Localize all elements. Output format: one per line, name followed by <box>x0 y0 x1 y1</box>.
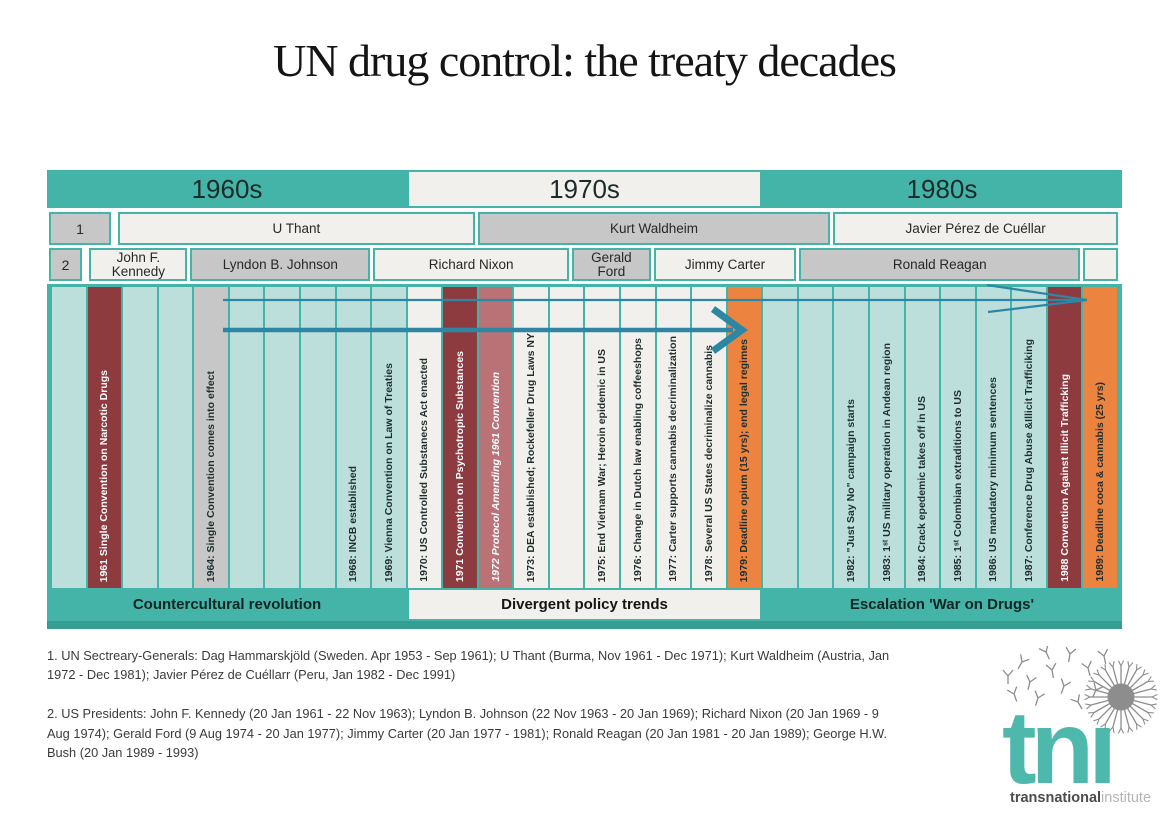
year-event-label: 1970: US Controlled Substanecs Act enact… <box>418 358 431 582</box>
era-bar: Countercultural revolution Divergent pol… <box>47 588 1122 621</box>
footnote-secretary-generals: 1. UN Sectreary-Generals: Dag Hammarskjö… <box>47 648 890 683</box>
timeline-column-1977: 1977: Carter supports cannabis decrimina… <box>656 287 691 588</box>
timeline-column-1972: 1972 Protocol Amending 1961 Convention <box>478 287 513 588</box>
year-event-label: 1983: 1ˢᵗ US military operation in Andea… <box>880 343 893 582</box>
year-event-label: 1961 Single Convention on Narcotic Drugs <box>98 369 111 582</box>
year-event-label: 1973: DEA established; Rockefeller Drug … <box>525 332 538 582</box>
timeline-column-1961: 1961 Single Convention on Narcotic Drugs <box>87 287 122 588</box>
tni-caption: transnationalinstitute <box>1010 790 1151 806</box>
timeline-column-1989: 1989: Deadline coca & cannabis (25 yrs) <box>1083 287 1117 588</box>
sg-kurt-waldheim: Kurt Waldheim <box>478 212 830 245</box>
timeline-column-1964: 1964: Single Convention comes into effec… <box>194 287 228 588</box>
timeline-column-1960 <box>52 287 86 588</box>
timeline-column-1970: 1970: US Controlled Substanecs Act enact… <box>407 287 442 588</box>
era-divergent-policy-trends: Divergent policy trends <box>407 588 762 621</box>
timeline-column-1971: 1971 Convention on Psychotropic Substanc… <box>443 287 477 588</box>
president-ronald-reagan: Ronald Reagan <box>799 248 1081 281</box>
tni-logo: tnı transnationalinstitute <box>1002 646 1169 806</box>
timeline-columns: 1961 Single Convention on Narcotic Drugs… <box>47 284 1122 588</box>
row-label-secretary-generals: 1 <box>49 212 111 245</box>
year-event-label: 1984: Crack epedemic takes off in US <box>916 395 929 582</box>
page-title: UN drug control: the treaty decades <box>273 35 897 86</box>
timeline-column-1967 <box>300 287 335 588</box>
president-richard-nixon: Richard Nixon <box>373 248 570 281</box>
year-event-label: 1977: Carter supports cannabis decrimina… <box>667 336 680 582</box>
president-jimmy-carter: Jimmy Carter <box>653 248 797 281</box>
timeline-column-1963 <box>158 287 193 588</box>
timeline-column-1966 <box>265 287 299 588</box>
dandelion-icon <box>1002 646 1158 734</box>
decade-1960s: 1960s <box>47 170 408 208</box>
timeline-column-1962 <box>123 287 157 588</box>
president-lyndon-b-johnson: Lyndon B. Johnson <box>190 248 371 281</box>
timeline-column-1982: 1982: "Just Say No" campaign starts <box>834 287 868 588</box>
timeline-column-1975: 1975: End Vietnam War; Heroin epidemic i… <box>585 287 619 588</box>
secretary-generals-row: 1 U Thant Kurt Waldheim Javier Pérez de Cu… <box>47 212 1122 245</box>
sg-u-thant: U Thant <box>117 212 475 245</box>
year-event-label: 1986: US mandatory minimum sentences <box>987 377 1000 582</box>
presidents-row: 2 John F. Kennedy Lyndon B. Johnson Richar… <box>47 248 1122 281</box>
year-event-label: 1989: Deadline coca & cannabis (25 yrs) <box>1094 382 1107 582</box>
year-event-label: 1975: End Vietnam War; Heroin epidemic i… <box>596 348 609 582</box>
timeline-chart: 1960s 1970s 1980s 1 U Thant Kurt Waldheim… <box>47 170 1122 629</box>
caption-transnational: transnational <box>1010 790 1102 806</box>
timeline-column-1980 <box>763 287 797 588</box>
timeline-column-1981 <box>798 287 833 588</box>
timeline-column-1985: 1985: 1ˢᵗ Colombian extraditions to US <box>941 287 975 588</box>
year-event-label: 1985: 1ˢᵗ Colombian extraditions to US <box>951 390 964 582</box>
era-countercultural-revolution: Countercultural revolution <box>47 588 408 621</box>
timeline-column-1987: 1987: Conference Drug Abuse &Illicit Tra… <box>1012 287 1046 588</box>
decade-1970s: 1970s <box>407 170 762 208</box>
year-event-label: 1987: Conference Drug Abuse &Illicit Tra… <box>1022 339 1035 582</box>
timeline-column-1986: 1986: US mandatory minimum sentences <box>976 287 1011 588</box>
timeline-column-1976: 1976: Change in Dutch law enabling coffe… <box>621 287 655 588</box>
timeline-column-1968: 1968: INCB established <box>336 287 371 588</box>
year-event-label: 1979: Deadline opium (15 yrs); end legal… <box>738 338 751 582</box>
year-event-label: 1971 Convention on Psychotropic Substanc… <box>453 350 466 582</box>
timeline-column-1988: 1988 Convention Against Illicit Traffick… <box>1047 287 1082 588</box>
era-escalation-war-on-drugs: Escalation 'War on Drugs' <box>761 588 1122 621</box>
year-event-label: 1968: INCB established <box>347 465 360 582</box>
president-gerald-ford: Gerald Ford <box>572 248 651 281</box>
year-event-label: 1978: Several US States decriminalize ca… <box>702 345 715 582</box>
timeline-column-1979: 1979: Deadline opium (15 yrs); end legal… <box>727 287 762 588</box>
footnotes: 1. UN Sectreary-Generals: Dag Hammarskjö… <box>47 646 903 782</box>
timeline-column-1974 <box>549 287 584 588</box>
chart-base-strip <box>47 621 1122 629</box>
caption-institute: institute <box>1101 790 1152 806</box>
sg-javier-p-rez-de-cu-llar: Javier Pérez de Cuéllar <box>833 212 1119 245</box>
footnote-presidents: 2. US Presidents: John F. Kennedy (20 Ja… <box>47 706 888 760</box>
president-john-f-kennedy: John F. Kennedy <box>89 248 188 281</box>
timeline-column-1983: 1983: 1ˢᵗ US military operation in Andea… <box>869 287 904 588</box>
timeline-column-1965 <box>229 287 264 588</box>
year-event-label: 1976: Change in Dutch law enabling coffe… <box>631 338 644 582</box>
timeline-column-1973: 1973: DEA established; Rockefeller Drug … <box>514 287 548 588</box>
tni-wordmark: tnı <box>1002 689 1117 806</box>
timeline-column-1978: 1978: Several US States decriminalize ca… <box>692 287 726 588</box>
year-event-label: 1964: Single Convention comes into effec… <box>205 370 218 582</box>
president-blank <box>1083 248 1119 281</box>
year-event-label: 1988 Convention Against Illicit Traffick… <box>1058 374 1071 582</box>
year-event-label: 1969: Vienna Convention on Law of Treati… <box>382 362 395 582</box>
timeline-column-1969: 1969: Vienna Convention on Law of Treati… <box>372 287 406 588</box>
year-event-label: 1982: "Just Say No" campaign starts <box>845 398 858 582</box>
row-label-presidents: 2 <box>49 248 82 281</box>
decade-1980s: 1980s <box>761 170 1122 208</box>
timeline-column-1984: 1984: Crack epedemic takes off in US <box>905 287 940 588</box>
decades-bar: 1960s 1970s 1980s <box>47 170 1122 208</box>
year-event-label: 1972 Protocol Amending 1961 Convention <box>489 372 502 582</box>
